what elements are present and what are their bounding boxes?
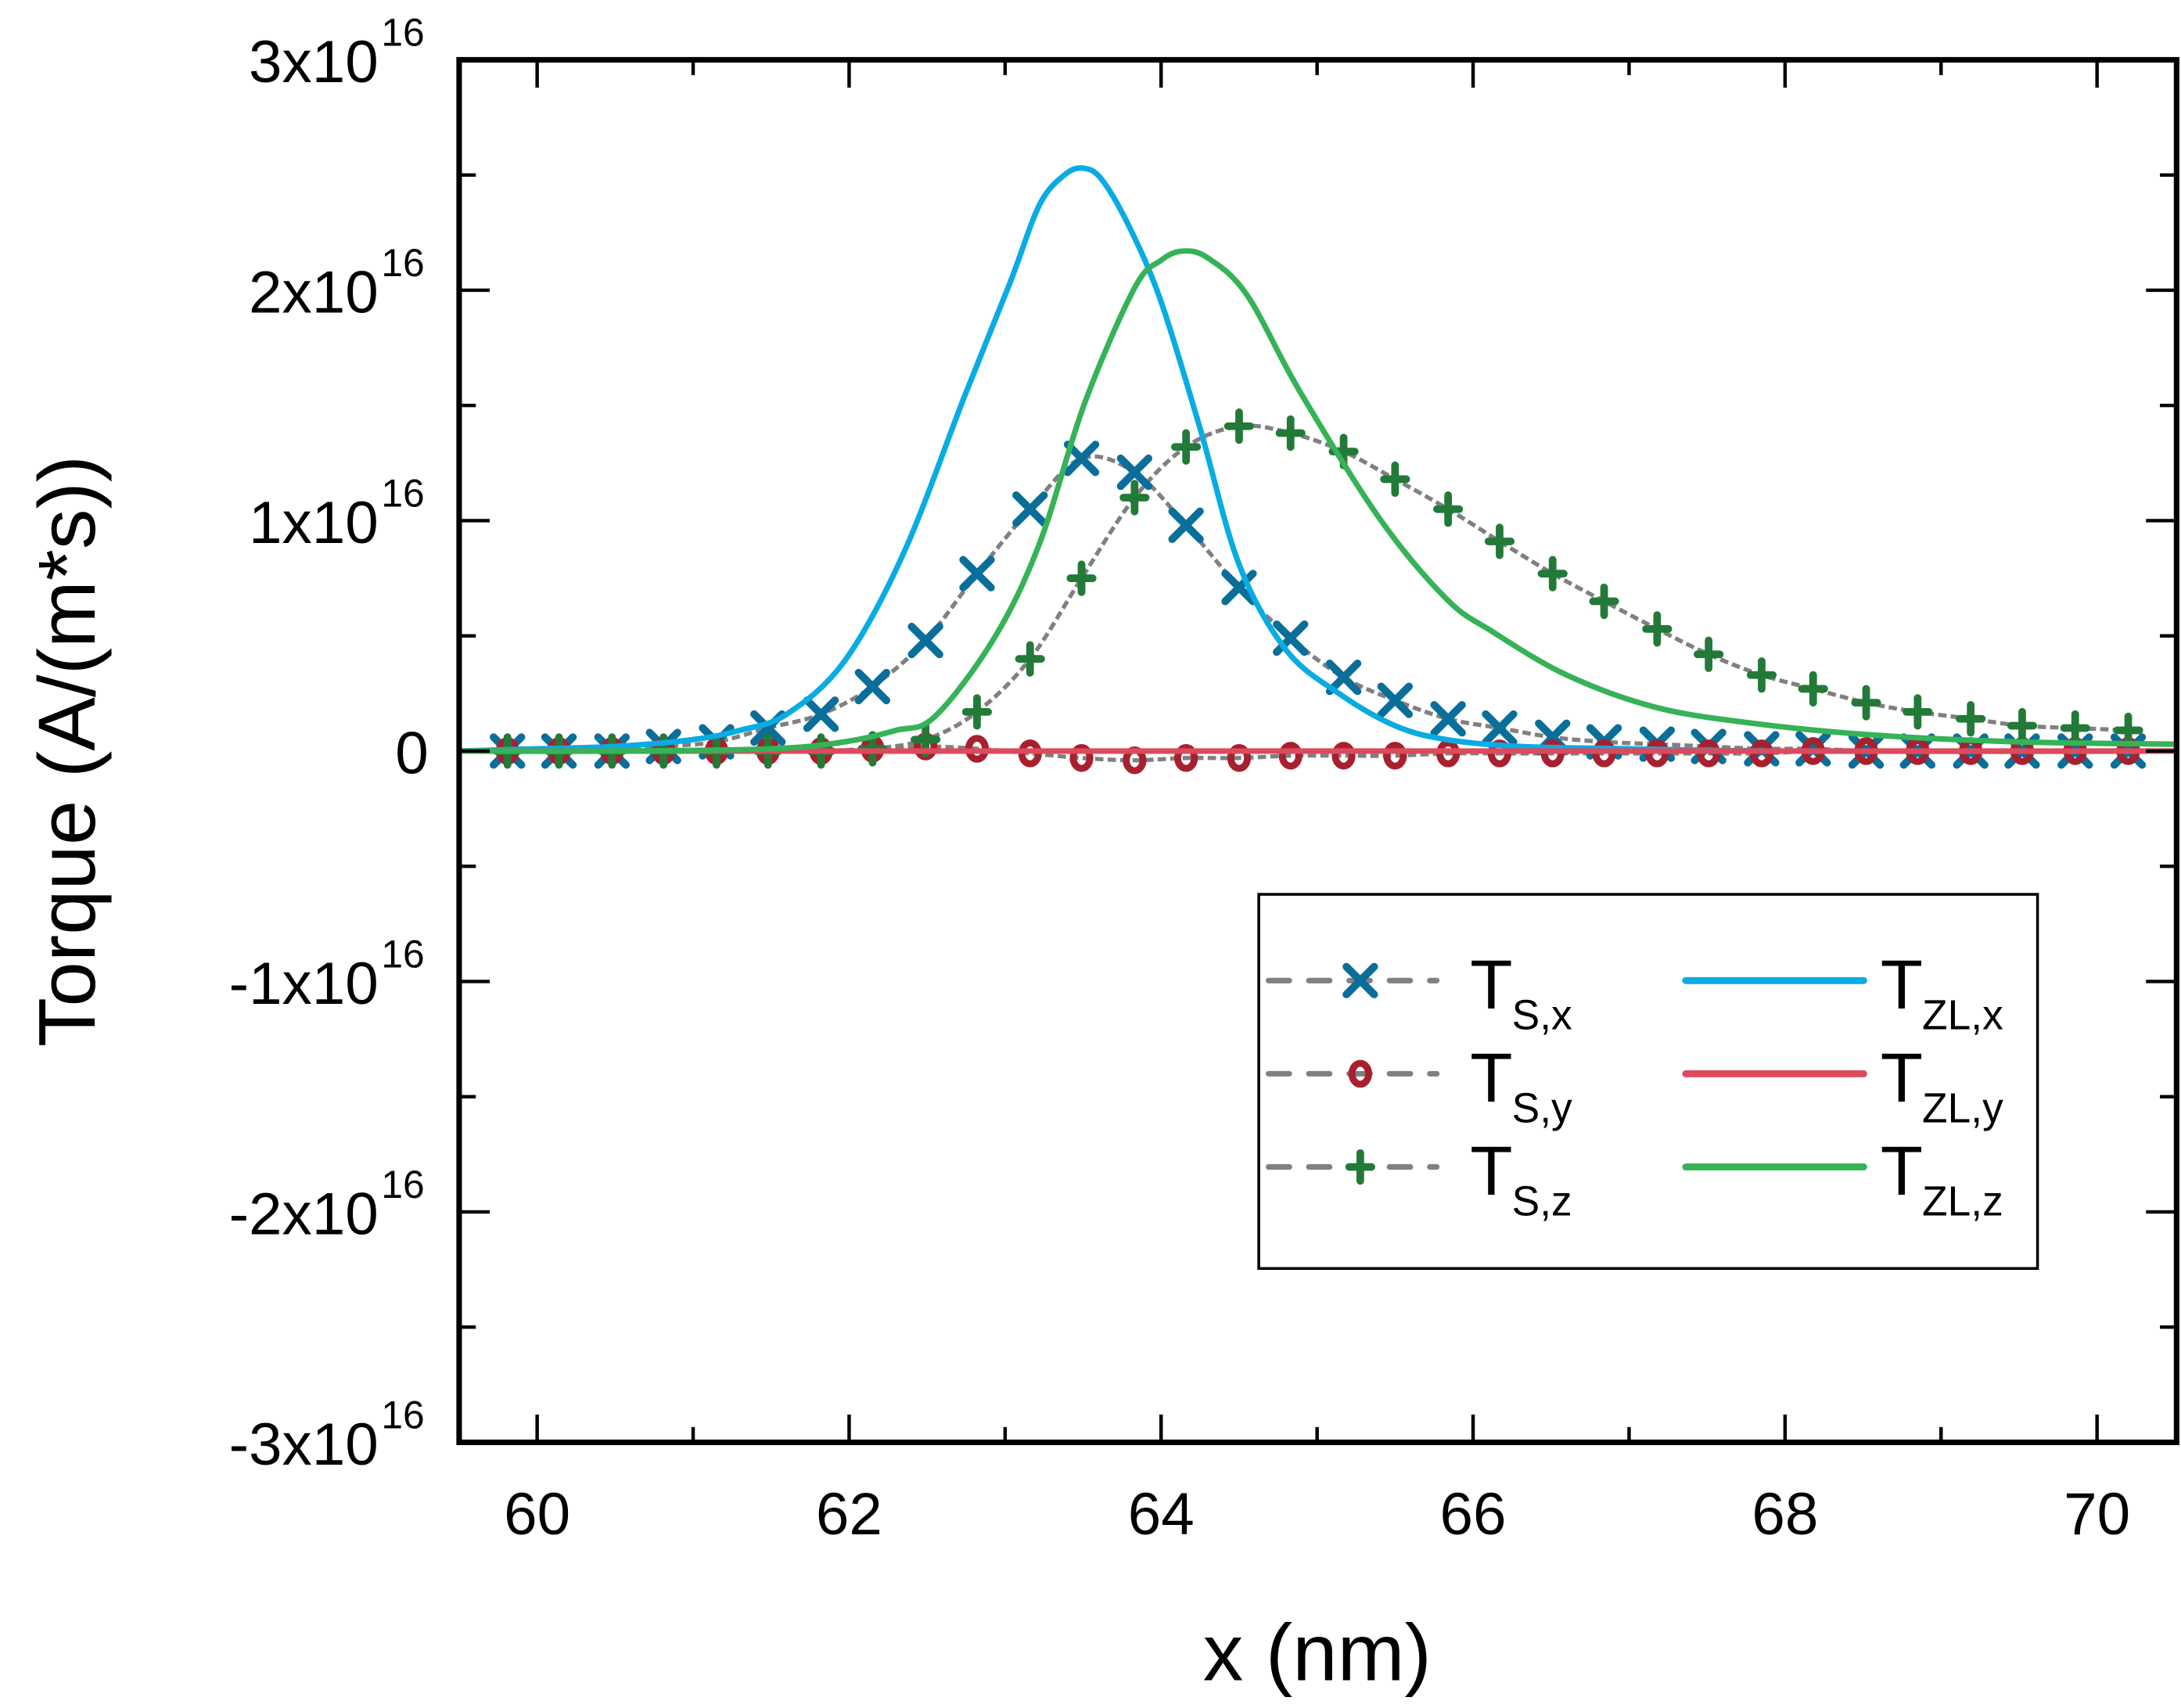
marker-t-s-z	[1380, 461, 1410, 498]
marker-t-s-x	[1430, 701, 1466, 737]
legend: T S,xT S,yT S,zT ZL,xT ZL,yT ZL,z	[1257, 893, 2039, 1271]
marker-t-s-z	[1798, 671, 1828, 707]
marker-t-s-y	[1227, 744, 1252, 772]
marker-t-s-y	[1174, 744, 1198, 772]
x-tick-label: 64	[1128, 1481, 1195, 1548]
y-tick-exponent: 16	[381, 11, 424, 55]
y-tick-exponent: 16	[381, 933, 424, 976]
y-tick-mantissa: 3x10	[249, 29, 379, 95]
marker-t-s-x	[1168, 507, 1204, 544]
marker-t-s-x	[1325, 660, 1362, 696]
y-tick-exponent: 16	[381, 241, 424, 285]
marker-t-s-x	[1012, 491, 1048, 527]
marker-t-s-y	[1069, 744, 1094, 772]
marker-t-s-x	[1221, 570, 1257, 606]
marker-t-s-z	[2113, 712, 2143, 749]
x-axis-title: x (nm)	[1203, 1607, 1432, 1697]
y-tick-mantissa: -1x10	[229, 951, 379, 1017]
marker-t-s-x	[854, 668, 891, 705]
y-tick-mantissa: 0	[395, 720, 429, 786]
marker-t-s-z	[2060, 710, 2090, 746]
axes	[456, 56, 2179, 1446]
legend-label-t-zl-x: T	[1881, 946, 1923, 1023]
legend-sublabel-t-s-y: S,y	[1512, 1086, 1572, 1132]
legend-sublabel-t-s-z: S,z	[1512, 1179, 1572, 1225]
marker-t-s-z	[1642, 611, 1673, 647]
marker-t-s-z	[1484, 523, 1515, 559]
marker-t-s-z	[1066, 560, 1097, 596]
series-layer	[458, 165, 2177, 775]
legend-marker-t-s-x	[1342, 962, 1378, 998]
series-line-t-zl-z	[458, 248, 2177, 754]
legend-label-t-s-x: T	[1470, 946, 1512, 1023]
marker-t-s-z	[1537, 556, 1568, 592]
marker-t-s-z	[1171, 429, 1202, 465]
marker-t-s-x	[1482, 710, 1518, 746]
legend-sublabel-t-s-x: S,x	[1512, 992, 1572, 1038]
y-tick-label: 1x10	[249, 490, 379, 556]
x-tick-label: 60	[504, 1481, 570, 1548]
legend-marker-t-s-y	[1348, 1059, 1372, 1088]
legend-marker-t-s-z	[1345, 1149, 1375, 1185]
marker-t-s-z	[1119, 480, 1150, 516]
y-tick-mantissa: 2x10	[249, 259, 379, 325]
marker-t-s-z	[1433, 491, 1464, 527]
series-line-t-zl-x	[458, 165, 2177, 754]
y-tick-label: -2x10	[229, 1181, 379, 1247]
legend-box	[1257, 893, 2039, 1271]
marker-t-s-x	[803, 696, 839, 732]
legend-label-t-s-y: T	[1470, 1039, 1512, 1116]
marker-t-s-z	[1746, 657, 1777, 693]
x-tick-label: 70	[2064, 1481, 2130, 1548]
marker-t-s-x	[959, 556, 995, 592]
marker-t-s-y	[1331, 742, 1356, 770]
marker-t-s-z	[1015, 641, 1045, 677]
y-tick-mantissa: -2x10	[229, 1181, 379, 1247]
marker-t-s-z	[1694, 636, 1724, 672]
y-tick-label: -1x10	[229, 951, 379, 1017]
y-tick-exponent: 16	[381, 472, 424, 516]
y-tick-mantissa: -3x10	[229, 1411, 379, 1478]
legend-label-t-zl-y: T	[1881, 1039, 1923, 1116]
marker-t-s-z	[2007, 707, 2038, 744]
y-tick-label: 2x10	[249, 259, 379, 325]
legend-label-t-s-z: T	[1470, 1132, 1512, 1210]
x-tick-label: 62	[816, 1481, 882, 1548]
y-tick-label: 3x10	[249, 29, 379, 95]
legend-label-t-zl-z: T	[1881, 1132, 1923, 1210]
legend-sublabel-t-zl-x: ZL,x	[1922, 992, 2003, 1038]
y-tick-exponent: 16	[381, 1393, 424, 1437]
y-axis-title: Torque (A/(m*s))	[22, 455, 112, 1047]
marker-t-s-z	[1851, 685, 1881, 721]
y-tick-label: 0	[395, 720, 429, 786]
marker-t-s-z	[1223, 408, 1255, 444]
x-tick-label: 66	[1440, 1481, 1507, 1548]
y-tick-label: -3x10	[229, 1411, 379, 1478]
legend-sublabel-t-zl-y: ZL,y	[1922, 1086, 2003, 1132]
marker-t-s-z	[1589, 583, 1619, 620]
y-tick-exponent: 16	[381, 1163, 424, 1206]
marker-t-s-z	[961, 694, 993, 730]
legend-sublabel-t-zl-z: ZL,z	[1922, 1179, 2003, 1225]
x-tick-label: 68	[1752, 1481, 1818, 1548]
marker-t-s-z	[1903, 694, 1933, 730]
marker-t-s-x	[1377, 682, 1414, 718]
marker-t-s-z	[1275, 415, 1306, 451]
marker-t-s-x	[907, 622, 943, 659]
marker-t-s-z	[1956, 701, 1986, 737]
marker-t-s-x	[1116, 454, 1153, 491]
y-tick-mantissa: 1x10	[249, 490, 379, 556]
marker-t-s-y	[1278, 742, 1302, 770]
marker-t-s-y	[1383, 742, 1407, 770]
